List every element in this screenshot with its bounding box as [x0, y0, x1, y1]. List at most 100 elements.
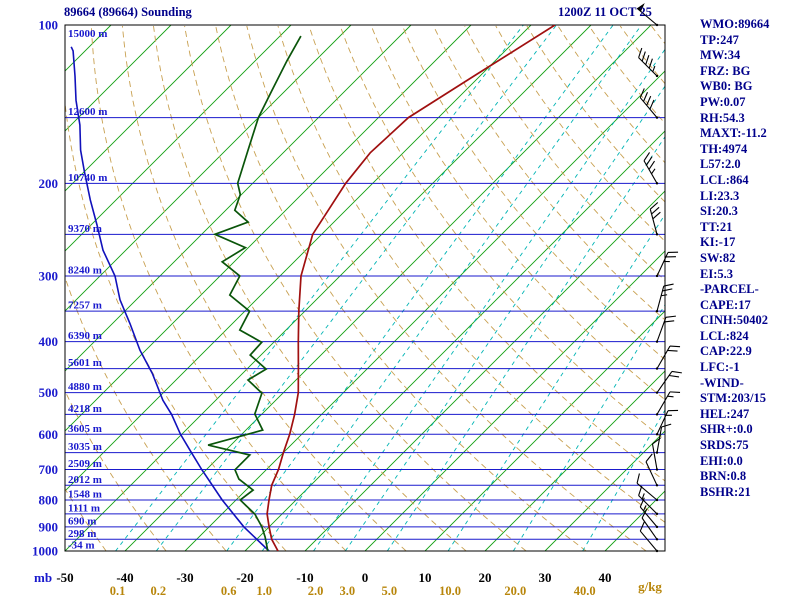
height-label: 298 m [68, 528, 96, 540]
wind-barb [639, 88, 658, 118]
mixing-ratio-label: 2.0 [308, 584, 324, 598]
stat-line: TT:21 [700, 219, 733, 234]
wind-barb [639, 497, 658, 528]
pressure-tick-label: 900 [39, 519, 59, 534]
stats-panel: WMO:89664 TP:247 MW:34 FRZ: BG WB0: BG PW:0.0… [700, 17, 769, 500]
wind-barb [656, 251, 679, 277]
temperature-curve [266, 25, 556, 551]
height-label: 2012 m [68, 474, 102, 486]
pressure-tick-label: 100 [39, 18, 59, 33]
temp-tick-label: -30 [176, 570, 193, 585]
parcel-curve [70, 46, 270, 551]
temp-tick-label: 20 [479, 570, 492, 585]
mixing-ratio-label: 1.0 [256, 584, 272, 598]
stat-line: LCL:824 [700, 328, 749, 343]
wind-barb [656, 315, 676, 342]
wind-barb [656, 283, 674, 312]
wind-barb [641, 508, 658, 540]
height-label: -34 m [68, 540, 95, 552]
temp-tick-label: -50 [56, 570, 73, 585]
dry-adiabat-line [90, 25, 347, 551]
dry-adiabat-line [277, 25, 665, 523]
pressure-tick-label: 500 [39, 385, 59, 400]
height-label: 1548 m [68, 489, 102, 501]
stat-line: PW:0.07 [700, 94, 746, 109]
stat-line: RH:54.3 [700, 110, 745, 125]
stat-line: SI:20.3 [700, 204, 738, 219]
mixing-ratio-label: 10.0 [439, 584, 461, 598]
temp-tick-label: 10 [419, 570, 432, 585]
pressure-unit-label: mb [34, 570, 52, 585]
isotherm-line [65, 25, 232, 192]
wind-barb [656, 409, 679, 435]
isotherm-line [65, 25, 472, 432]
height-label: 1111 m [68, 502, 100, 514]
dry-adiabat-line [65, 275, 227, 551]
pressure-tick-label: 600 [39, 427, 59, 442]
stat-line: EHI:0.0 [700, 453, 743, 468]
isotherm-line [544, 430, 665, 551]
stat-line: -WIND- [700, 375, 744, 390]
mixing-ratio-label: 20.0 [504, 584, 526, 598]
wind-barb [656, 423, 672, 453]
height-label: 8240 m [68, 264, 102, 276]
stat-line: BRN:0.8 [700, 469, 747, 484]
mixing-ratio-label: 0.6 [221, 584, 237, 598]
mixing-ratio-unit-label: g/kg [638, 579, 662, 594]
pressure-tick-label: 1000 [32, 544, 58, 559]
stat-line: STM:203/15 [700, 391, 766, 406]
isotherm-line [65, 25, 352, 312]
stat-line: LI:23.3 [700, 188, 740, 203]
wind-barb [645, 453, 658, 486]
height-label: 15000 m [68, 28, 107, 40]
height-label: 4880 m [68, 381, 102, 393]
wind-barb [656, 391, 681, 415]
height-label: 4218 m [68, 403, 102, 415]
wind-barb [643, 152, 658, 184]
wind-barb [636, 3, 658, 26]
pressure-tick-label: 700 [39, 462, 59, 477]
pressure-tick-label: 800 [39, 493, 59, 508]
dry-adiabat-line [401, 25, 665, 361]
stat-line: KI:-17 [700, 235, 736, 250]
stat-line: LCL:864 [700, 172, 749, 187]
temp-tick-label: -10 [296, 570, 313, 585]
mixing-ratio-line [386, 136, 665, 551]
mixing-ratio-label: 0.2 [150, 584, 166, 598]
isotherm-line [65, 25, 172, 132]
station-title: 89664 (89664) Sounding [64, 5, 192, 19]
temp-tick-label: -40 [116, 570, 133, 585]
mixing-ratio-label: 40.0 [574, 584, 596, 598]
mixing-ratio-line [115, 25, 524, 551]
dewpoint-curve [207, 35, 302, 551]
height-label: 12600 m [68, 106, 107, 118]
stat-line: SW:82 [700, 250, 736, 265]
stat-line: FRZ: BG [700, 63, 751, 78]
wind-barb [638, 47, 658, 77]
isotherm-line [244, 130, 665, 551]
dry-adiabat-line [153, 25, 467, 551]
temp-tick-label: 40 [599, 570, 612, 585]
wind-barb [638, 485, 658, 515]
isotherm-line [65, 25, 532, 492]
isotherm-line [184, 70, 665, 551]
isotherm-line [65, 25, 412, 372]
mixing-ratio-line [155, 25, 557, 551]
height-label: 7257 m [68, 300, 102, 312]
background-grid [65, 25, 665, 551]
stat-line: MAXT:-11.2 [700, 126, 767, 141]
wind-barb [649, 202, 661, 235]
datetime-label: 1200Z 11 OCT 25 [558, 5, 652, 19]
pressure-tick-label: 300 [39, 268, 59, 283]
height-label: 2509 m [68, 458, 102, 470]
wind-barb [656, 370, 682, 394]
temp-tick-label: 0 [362, 570, 369, 585]
height-label: 3035 m [68, 441, 102, 453]
stat-line: SHR+:0.0 [700, 422, 753, 437]
dry-adiabat-line [65, 99, 287, 551]
height-label: 5601 m [68, 357, 102, 369]
wind-barb [636, 473, 658, 501]
height-label: 10740 m [68, 172, 107, 184]
isotherm-line [304, 190, 665, 551]
